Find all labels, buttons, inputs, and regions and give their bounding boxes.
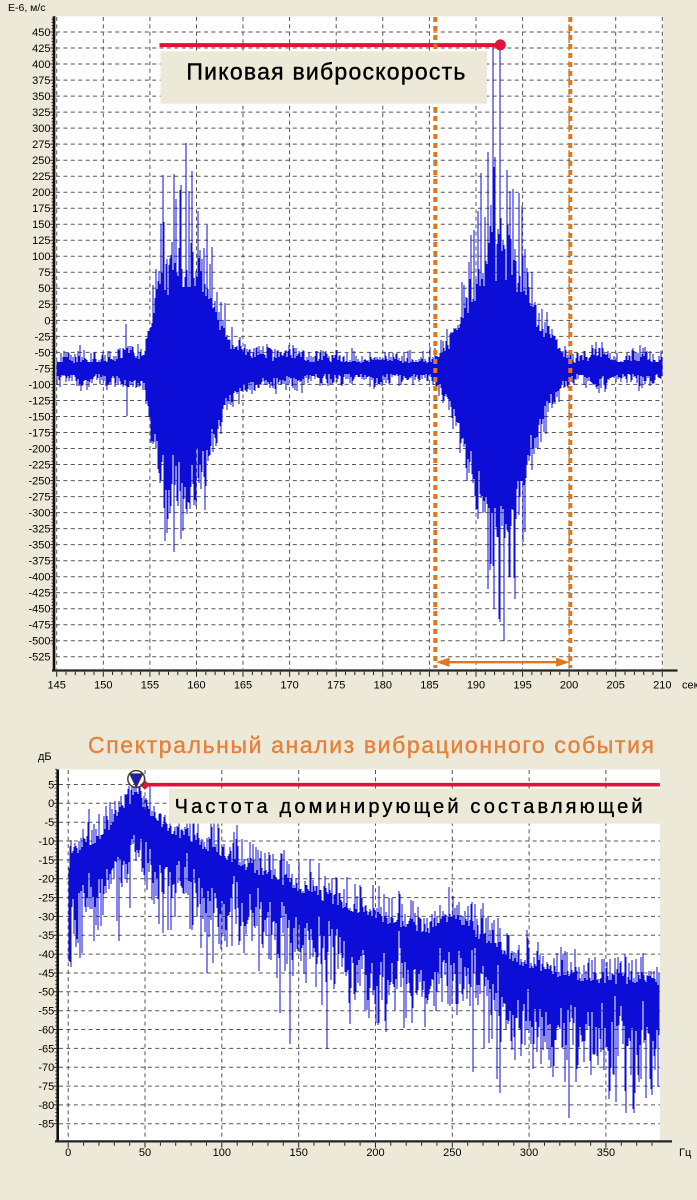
svg-text:100: 100 (32, 251, 50, 263)
svg-text:-25: -25 (35, 331, 51, 343)
svg-text:-100: -100 (28, 379, 50, 391)
svg-text:375: 375 (32, 75, 50, 87)
svg-text:-30: -30 (38, 911, 54, 923)
svg-text:190: 190 (467, 680, 485, 692)
svg-text:-175: -175 (28, 427, 50, 439)
svg-text:-325: -325 (28, 524, 50, 536)
svg-text:300: 300 (32, 123, 50, 135)
svg-text:0: 0 (65, 1147, 71, 1159)
svg-text:Спектральный анализ вибрационн: Спектральный анализ вибрационного событи… (88, 732, 654, 758)
svg-text:0: 0 (44, 315, 50, 327)
svg-text:5: 5 (48, 779, 54, 791)
svg-text:-35: -35 (38, 930, 54, 942)
svg-text:-65: -65 (38, 1043, 54, 1055)
svg-text:-400: -400 (28, 572, 50, 584)
svg-text:-200: -200 (28, 443, 50, 455)
svg-text:175: 175 (32, 203, 50, 215)
svg-text:145: 145 (48, 680, 66, 692)
svg-text:25: 25 (38, 299, 50, 311)
svg-text:150: 150 (32, 219, 50, 231)
svg-text:100: 100 (213, 1147, 231, 1159)
svg-text:205: 205 (607, 680, 625, 692)
svg-text:180: 180 (374, 680, 392, 692)
svg-text:160: 160 (187, 680, 205, 692)
svg-text:-15: -15 (38, 855, 54, 867)
svg-text:50: 50 (139, 1147, 151, 1159)
svg-text:-55: -55 (38, 1006, 54, 1018)
svg-text:350: 350 (597, 1147, 615, 1159)
svg-text:-45: -45 (38, 968, 54, 980)
svg-text:-80: -80 (38, 1100, 54, 1112)
svg-text:-70: -70 (38, 1062, 54, 1074)
svg-text:165: 165 (234, 680, 252, 692)
svg-text:-425: -425 (28, 588, 50, 600)
svg-text:225: 225 (32, 171, 50, 183)
svg-text:175: 175 (327, 680, 345, 692)
svg-text:50: 50 (38, 283, 50, 295)
svg-text:-350: -350 (28, 540, 50, 552)
svg-text:-475: -475 (28, 620, 50, 632)
svg-text:450: 450 (32, 27, 50, 39)
svg-text:0: 0 (48, 798, 54, 810)
svg-text:-250: -250 (28, 476, 50, 488)
svg-text:-10: -10 (38, 836, 54, 848)
svg-text:200: 200 (32, 187, 50, 199)
svg-text:-25: -25 (38, 893, 54, 905)
svg-text:-20: -20 (38, 874, 54, 886)
svg-text:Пиковая виброскорость: Пиковая виброскорость (186, 59, 465, 85)
svg-text:-500: -500 (28, 636, 50, 648)
svg-text:-375: -375 (28, 556, 50, 568)
svg-text:250: 250 (443, 1147, 461, 1159)
svg-text:325: 325 (32, 107, 50, 119)
svg-text:155: 155 (141, 680, 159, 692)
svg-text:170: 170 (280, 680, 298, 692)
svg-text:210: 210 (653, 680, 671, 692)
svg-text:195: 195 (513, 680, 531, 692)
svg-text:-75: -75 (38, 1081, 54, 1093)
svg-text:200: 200 (366, 1147, 384, 1159)
svg-text:150: 150 (94, 680, 112, 692)
svg-text:125: 125 (32, 235, 50, 247)
svg-text:275: 275 (32, 139, 50, 151)
svg-text:150: 150 (290, 1147, 308, 1159)
svg-text:-450: -450 (28, 604, 50, 616)
svg-text:-60: -60 (38, 1024, 54, 1036)
svg-text:дБ: дБ (38, 751, 52, 763)
svg-text:75: 75 (38, 267, 50, 279)
svg-text:сек: сек (682, 680, 697, 692)
svg-text:-150: -150 (28, 411, 50, 423)
svg-text:-525: -525 (28, 652, 50, 664)
svg-text:Гц: Гц (679, 1147, 692, 1159)
svg-text:-125: -125 (28, 395, 50, 407)
svg-text:E-6, м/с: E-6, м/с (8, 2, 46, 14)
svg-text:-85: -85 (38, 1119, 54, 1131)
svg-text:-40: -40 (38, 949, 54, 961)
svg-text:400: 400 (32, 59, 50, 71)
svg-text:250: 250 (32, 155, 50, 167)
svg-text:-5: -5 (45, 817, 55, 829)
svg-text:-50: -50 (35, 347, 51, 359)
svg-text:-275: -275 (28, 492, 50, 504)
svg-text:-50: -50 (38, 987, 54, 999)
svg-text:-300: -300 (28, 508, 50, 520)
svg-text:425: 425 (32, 43, 50, 55)
svg-text:-225: -225 (28, 459, 50, 471)
svg-text:Частота доминирующей составляю: Частота доминирующей составляющей (175, 796, 643, 818)
svg-text:185: 185 (420, 680, 438, 692)
svg-text:350: 350 (32, 91, 50, 103)
svg-text:-75: -75 (35, 363, 51, 375)
svg-text:300: 300 (520, 1147, 538, 1159)
svg-text:200: 200 (560, 680, 578, 692)
